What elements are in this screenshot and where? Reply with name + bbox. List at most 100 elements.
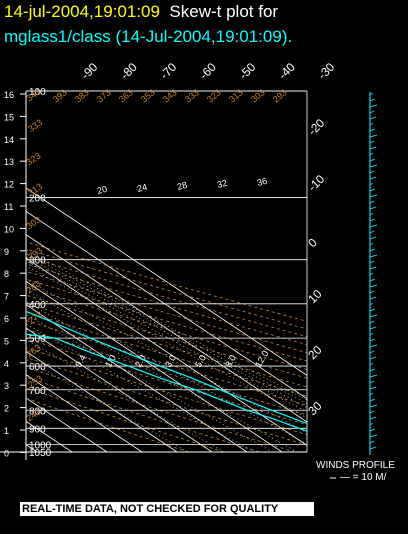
wind-barb	[369, 116, 377, 120]
wind-barb	[369, 368, 376, 372]
wind-barb	[369, 386, 377, 390]
quality-banner: REAL-TIME DATA, NOT CHECKED FOR QUALITY	[20, 502, 314, 516]
wind-barb	[369, 434, 378, 438]
wind-barb	[369, 356, 377, 360]
height-label: 7	[4, 292, 9, 302]
wind-barb	[369, 362, 374, 366]
wind-barb	[369, 182, 374, 186]
temperature-tick-label: 20	[305, 343, 325, 363]
dry-adiabat-label: 343	[161, 87, 179, 104]
winds-profile-label: WINDS PROFILE	[316, 460, 395, 471]
dry-adiabat-label: 353	[139, 87, 157, 104]
chart-title: 14-jul-2004,19:01:09 Skew-t plot for	[4, 2, 278, 22]
temperature-tick-label: 10	[305, 287, 325, 307]
pressure-label: 900	[29, 424, 46, 435]
wind-barb	[369, 296, 377, 300]
wind-barb	[369, 200, 375, 204]
dry-adiabat-label: 333	[183, 87, 201, 104]
dry-adiabat-label: 303	[249, 87, 267, 104]
isotherm-line	[26, 234, 307, 423]
wind-barb	[369, 344, 378, 348]
pressure-label: 1050	[29, 448, 52, 459]
height-label: 0	[4, 448, 9, 458]
wind-barb	[369, 242, 374, 246]
temperature-tick-label: -70	[157, 60, 179, 82]
dewpoint-profile-line	[26, 333, 307, 432]
pressure-label: 400	[29, 300, 46, 311]
mixing-ratio-label: 24	[136, 182, 148, 194]
height-label: 13	[4, 157, 14, 167]
dry-adiabat-line	[26, 302, 307, 388]
wind-barb	[369, 128, 376, 132]
pressure-label: 500	[29, 334, 46, 345]
wind-barb	[369, 260, 375, 264]
wind-barb	[369, 350, 375, 354]
height-label: 5	[4, 336, 9, 346]
pressure-label: 1000	[29, 441, 52, 452]
isotherm-line	[26, 304, 248, 452]
dry-adiabat-label: 333	[26, 117, 44, 134]
isotherm-line	[26, 327, 213, 452]
height-label: 9	[4, 247, 9, 257]
isotherm-line	[26, 374, 143, 452]
temperature-tick-label: -40	[276, 60, 298, 82]
dry-adiabat-line	[26, 311, 307, 397]
wind-barb	[369, 380, 375, 384]
isotherm-line	[26, 210, 307, 400]
title-date: 14-jul-2004,19:01:09	[4, 2, 160, 21]
mixing-ratio-line	[26, 289, 307, 445]
mixing-ratio-label: 36	[256, 176, 268, 188]
mixing-ratio-label: 32	[216, 178, 228, 190]
temperature-tick-label: -90	[78, 60, 100, 82]
wind-barb	[369, 266, 377, 270]
dry-adiabat-label: 313	[227, 87, 245, 104]
wind-barb	[369, 278, 376, 282]
wind-barb	[369, 254, 378, 258]
wind-barb	[369, 140, 375, 144]
dry-adiabat-label: 323	[25, 150, 43, 167]
wind-barb	[369, 440, 375, 444]
isotherm-line	[26, 280, 283, 452]
pressure-label: 300	[29, 256, 46, 267]
pressure-label: 700	[29, 386, 46, 397]
height-label: 10	[4, 224, 14, 234]
dry-adiabat-line	[26, 387, 225, 452]
temperature-tick-label: -10	[305, 172, 327, 194]
wind-barb	[369, 422, 374, 426]
wind-barb	[369, 446, 377, 450]
wind-barb	[369, 152, 374, 156]
wind-barb	[369, 146, 377, 150]
wind-barb	[369, 332, 374, 336]
dry-adiabat-label: 393	[51, 87, 69, 104]
wind-barb	[369, 392, 374, 396]
pressure-label: 600	[29, 362, 46, 373]
wind-barb	[369, 224, 378, 228]
winds-scale-label: — = 10 M/	[340, 472, 387, 483]
title-text: Skew-t plot for	[169, 2, 279, 21]
height-label: 3	[4, 381, 9, 391]
sounding-profiles	[26, 310, 307, 432]
wind-barb	[369, 416, 377, 420]
isotherm-line	[26, 187, 307, 376]
dry-adiabat-line	[26, 347, 307, 436]
wind-barb	[369, 398, 376, 402]
isotherm-lines	[0, 91, 307, 452]
wind-barb	[369, 404, 378, 408]
wind-barb	[369, 206, 377, 210]
dry-adiabat-line	[26, 376, 260, 452]
mixing-ratio-line	[26, 252, 307, 405]
temperature-tick-label: -60	[197, 60, 219, 82]
mixing-ratio-line	[26, 256, 307, 409]
isotherm-line	[0, 91, 2, 452]
wind-barb	[369, 122, 374, 126]
wind-barb	[369, 230, 375, 234]
wind-barb	[369, 284, 378, 288]
temperature-profile-line	[26, 310, 307, 425]
dry-adiabat-label: 323	[205, 87, 223, 104]
temperature-tick-label: -80	[118, 60, 140, 82]
dry-adiabat-line	[26, 278, 307, 362]
wind-barb	[369, 374, 378, 378]
wind-barb	[369, 236, 377, 240]
dry-adiabat-label: 283	[25, 278, 43, 295]
dry-adiabat-line	[26, 366, 296, 452]
